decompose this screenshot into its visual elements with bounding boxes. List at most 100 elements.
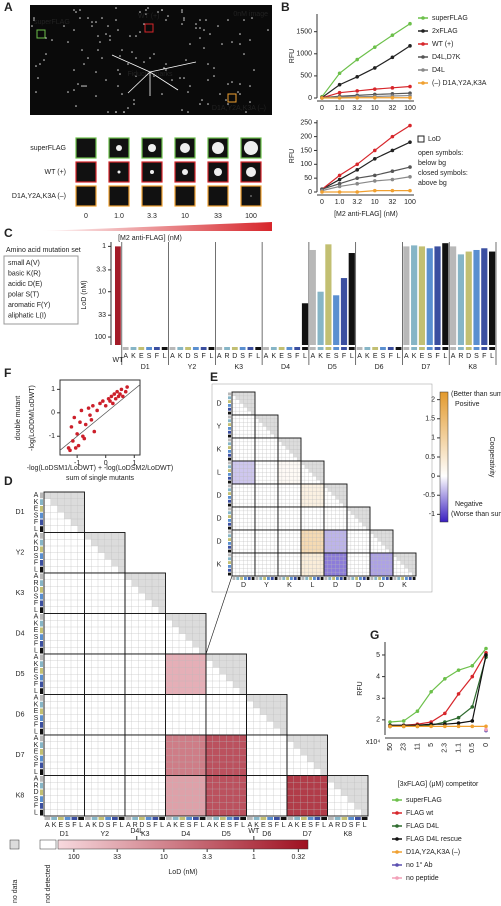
no-data-cell xyxy=(320,461,324,465)
no-data-cell xyxy=(297,449,301,454)
no-data-cell xyxy=(314,735,321,742)
col-letter: L xyxy=(201,822,205,829)
point xyxy=(115,389,119,394)
class-swatch xyxy=(393,577,397,580)
colorbar-label: no data xyxy=(12,880,19,903)
legend-label: no peptide xyxy=(406,875,439,882)
class-swatch xyxy=(228,499,231,503)
spot xyxy=(127,107,129,109)
no-data-cell xyxy=(212,660,220,668)
point xyxy=(72,415,77,420)
class-swatch xyxy=(247,817,253,820)
no-data-cell xyxy=(361,802,368,810)
no-data-cell xyxy=(71,519,78,526)
spot xyxy=(219,93,221,95)
row-letter: S xyxy=(34,634,39,641)
class-swatch xyxy=(228,465,231,469)
letter: F xyxy=(295,353,299,360)
class-swatch xyxy=(40,654,43,661)
row-letter: F xyxy=(34,762,38,769)
colorbar-label: not detected xyxy=(45,864,52,903)
y-label: LoD (nM) xyxy=(81,280,88,309)
spot xyxy=(73,29,75,31)
spot xyxy=(199,19,201,21)
class-swatch xyxy=(132,817,138,820)
class-swatch xyxy=(294,347,301,350)
no-data-cell xyxy=(381,537,386,542)
thumb-spot xyxy=(214,168,222,176)
x-tick-label: 1.1 xyxy=(455,743,462,753)
x-tick-label: -1 xyxy=(74,460,80,467)
class-swatch xyxy=(40,715,43,721)
colorbar-tick-label: 2 xyxy=(431,396,435,403)
no-data-cell xyxy=(91,532,98,540)
col-letter: L xyxy=(282,822,286,829)
no-data-cell xyxy=(152,600,159,607)
x-tick-label: 0.5 xyxy=(469,743,476,753)
no-data-cell xyxy=(138,579,146,587)
class-swatch xyxy=(91,817,98,820)
spot xyxy=(227,19,229,21)
point xyxy=(123,389,128,394)
x-tick-label: 0 xyxy=(483,743,490,747)
no-data-cell xyxy=(239,395,244,400)
bar xyxy=(317,291,324,345)
spot xyxy=(217,25,219,27)
no-data-cell xyxy=(247,403,252,408)
no-data-cell xyxy=(179,627,186,634)
class-swatch xyxy=(397,577,401,580)
class-swatch xyxy=(286,577,289,580)
colorbar-tick-label: 0.32 xyxy=(292,854,306,861)
spot xyxy=(117,69,119,71)
no-data-cell xyxy=(239,654,247,661)
no-data-cell xyxy=(278,438,282,442)
letter: L xyxy=(209,353,213,360)
spot xyxy=(75,105,77,107)
no-data-cell xyxy=(185,613,193,621)
class-swatch xyxy=(343,577,347,580)
class-swatch xyxy=(40,769,43,775)
col-group-label: D5 xyxy=(222,831,231,838)
no-data-cell xyxy=(316,468,321,473)
class-swatch xyxy=(220,817,226,820)
spot xyxy=(195,27,197,29)
spot xyxy=(105,33,107,35)
spot xyxy=(51,39,53,41)
row-letter: D xyxy=(33,546,38,553)
col-letter: S xyxy=(227,822,232,829)
no-data-cell xyxy=(408,556,413,561)
no-data-cell xyxy=(385,545,390,550)
class-swatch xyxy=(40,749,43,755)
row-letter: F xyxy=(34,560,38,567)
bar xyxy=(418,246,426,345)
no-data-cell xyxy=(192,613,200,621)
y-math: -log(LoDDM/LoDWT) xyxy=(29,385,36,451)
no-data-cell xyxy=(266,714,274,722)
col-letter: F xyxy=(234,822,238,829)
class-swatch xyxy=(450,347,457,350)
y-tick-label: 5 xyxy=(376,652,380,659)
letter: F xyxy=(482,353,486,360)
class-swatch xyxy=(138,347,145,350)
no-data-cell xyxy=(289,449,294,454)
class-swatch xyxy=(231,347,238,350)
x-tick-label: WT xyxy=(112,357,124,364)
colorbar-tick-label: 0 xyxy=(431,473,435,480)
spot xyxy=(185,59,187,61)
class-swatch xyxy=(328,577,332,580)
no-data-cell xyxy=(266,418,271,423)
x-tick-label: 32 xyxy=(389,199,397,206)
no-data-cell xyxy=(145,573,152,580)
point xyxy=(443,676,447,681)
spot xyxy=(67,91,69,93)
letter: A xyxy=(310,353,315,360)
class-swatch xyxy=(348,817,354,820)
col-letter: K xyxy=(295,822,300,829)
no-data-cell xyxy=(246,694,254,702)
row-letter: F xyxy=(34,681,38,688)
spot xyxy=(119,55,121,57)
row-letter: L xyxy=(34,607,38,614)
no-data-cell xyxy=(389,533,393,538)
no-data-cell xyxy=(118,539,125,546)
series-line xyxy=(321,166,411,190)
